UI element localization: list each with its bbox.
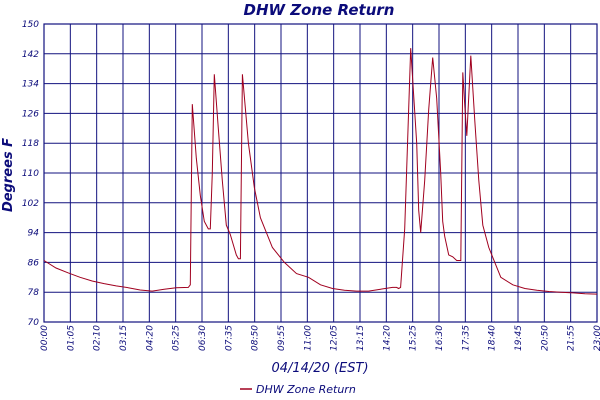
y-tick-label: 94 <box>28 229 40 239</box>
x-tick-label: 14:20 <box>382 325 392 351</box>
x-tick-label: 02:10 <box>93 325 103 351</box>
x-tick-label: 00:00 <box>40 325 50 351</box>
x-tick-label: 06:30 <box>198 325 208 351</box>
grid-lines <box>43 23 598 323</box>
y-tick-label: 70 <box>28 318 40 328</box>
x-tick-label: 13:15 <box>356 325 366 351</box>
x-tick-label: 11:00 <box>303 325 313 351</box>
x-tick-label: 17:35 <box>461 325 471 351</box>
x-tick-label: 20:50 <box>540 325 550 351</box>
y-tick-label: 78 <box>28 288 40 298</box>
x-axis-label: 04/14/20 (EST) <box>271 361 368 376</box>
y-tick-label: 150 <box>22 20 39 30</box>
legend-label: DHW Zone Return <box>256 383 356 396</box>
x-tick-label: 03:15 <box>119 325 129 351</box>
chart-title: DHW Zone Return <box>244 1 395 19</box>
x-tick-label: 08:50 <box>251 325 261 351</box>
x-tick-label: 23:00 <box>593 325 600 351</box>
legend: DHW Zone Return <box>240 383 356 396</box>
x-tick-label: 01:05 <box>66 325 76 351</box>
y-tick-label: 142 <box>22 50 39 60</box>
x-tick-label: 09:55 <box>277 325 287 351</box>
x-tick-label: 15:25 <box>409 325 419 351</box>
x-tick-label: 07:35 <box>224 325 234 351</box>
series-lines <box>43 48 598 295</box>
y-tick-label: 134 <box>22 80 39 90</box>
plot-area <box>43 23 598 323</box>
x-tick-label: 12:05 <box>330 325 340 351</box>
y-tick-labels: 70 78 86 94 102 110 118 126 134 142 150 <box>22 20 39 328</box>
y-tick-label: 126 <box>22 109 39 119</box>
x-tick-label: 04:20 <box>145 325 155 351</box>
y-tick-label: 110 <box>22 169 39 179</box>
x-tick-label: 16:30 <box>435 325 445 351</box>
x-tick-label: 05:25 <box>172 325 182 351</box>
x-tick-labels: 00:00 01:05 02:10 03:15 04:20 05:25 06:30 07:35… <box>40 325 600 351</box>
y-tick-label: 118 <box>22 139 39 149</box>
y-tick-label: 102 <box>22 199 39 209</box>
x-tick-label: 18:40 <box>488 325 498 351</box>
series-line-dhw-zone-return <box>43 48 598 295</box>
y-tick-label: 86 <box>28 258 40 268</box>
y-axis-label: Degrees F <box>1 138 16 212</box>
x-tick-label: 21:55 <box>567 325 577 351</box>
x-tick-label: 19:45 <box>514 325 524 351</box>
